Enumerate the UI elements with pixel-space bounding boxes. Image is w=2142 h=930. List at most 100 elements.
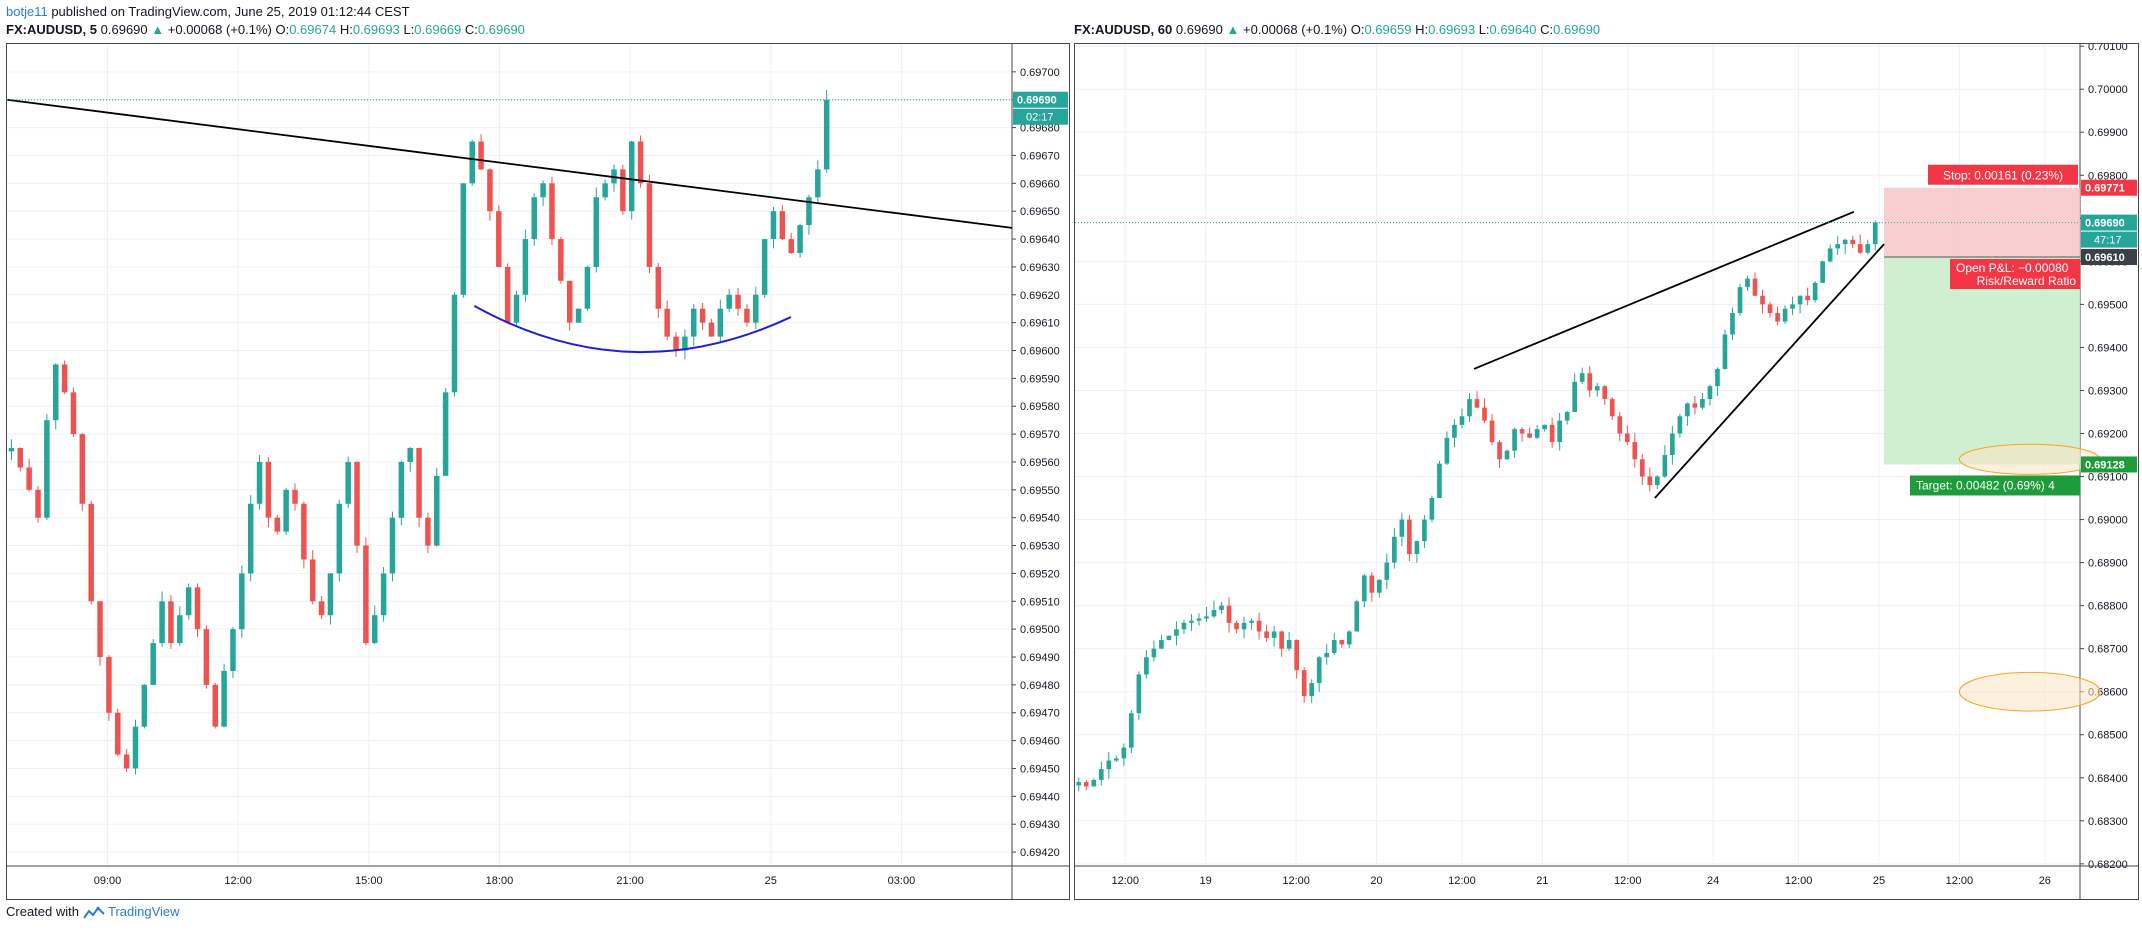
candle-body — [1151, 648, 1157, 658]
candle-body — [1790, 304, 1795, 309]
candle-body — [1602, 386, 1608, 400]
publish-text: published on TradingView.com, June 25, 2… — [51, 4, 410, 19]
y-tick-label: 0.69000 — [2088, 515, 2128, 527]
candle-body — [1609, 399, 1615, 417]
tradingview-logo-icon[interactable] — [82, 906, 105, 920]
close-label: C: — [464, 22, 478, 37]
candle-body — [1136, 674, 1142, 714]
candle-body — [664, 308, 670, 337]
target-price-label: 0.69128 — [2085, 459, 2125, 471]
candle-body — [1730, 312, 1735, 335]
risk-reward-text: Risk/Reward Ratio — [1977, 274, 2077, 288]
y-tick-label: 0.69100 — [2088, 472, 2128, 484]
candle-body — [230, 629, 236, 671]
candle-body — [1850, 239, 1856, 245]
candle-body — [1542, 424, 1547, 430]
y-tick-label: 0.69590 — [1020, 373, 1060, 385]
candle-body — [1429, 498, 1435, 520]
candle-body — [770, 211, 777, 240]
candle-body — [1685, 403, 1690, 417]
y-tick-label: 0.69620 — [1020, 290, 1060, 302]
candle-body — [265, 461, 272, 518]
candle-body — [1339, 640, 1345, 645]
candle-body — [247, 503, 254, 574]
candle-body — [1189, 620, 1194, 623]
candle-body — [1324, 652, 1330, 658]
y-tick-label: 0.68200 — [2088, 859, 2128, 871]
candle-body — [708, 322, 715, 337]
candle-body — [531, 197, 537, 240]
candle-body — [549, 183, 555, 240]
x-tick-label: 21 — [1536, 875, 1548, 887]
y-tick-label: 0.69650 — [1020, 206, 1060, 218]
candle-body — [744, 308, 750, 323]
y-tick-label: 0.69600 — [1020, 346, 1060, 358]
chart-panel-60min[interactable]: 0.701000.700000.699000.698000.697000.696… — [1074, 43, 2139, 900]
candle-body — [646, 183, 653, 267]
candle-body — [318, 601, 325, 616]
candle-body — [442, 392, 449, 476]
candle-body — [327, 573, 334, 616]
candle-body — [1113, 758, 1119, 761]
change-value: +0.00068 (+0.1%) — [167, 22, 272, 37]
chart-panel-5min[interactable]: 0.69700 0.69690 0.69680 0.69670 0.69660 0.696… — [6, 43, 1070, 900]
last-price-label-bg — [2081, 214, 2137, 231]
candle-body — [239, 573, 245, 630]
stop-price-label-bg — [2081, 179, 2137, 196]
candle-body — [212, 684, 218, 727]
candle-body — [1579, 373, 1585, 382]
candle-body — [194, 587, 201, 630]
candle-body — [1316, 657, 1322, 684]
tradingview-brand-link[interactable]: TradingView — [108, 904, 180, 919]
candle-body — [1572, 381, 1578, 412]
candle-body — [159, 601, 165, 644]
candle-body — [301, 503, 307, 560]
candle-body — [673, 336, 679, 351]
candle-body — [1279, 631, 1284, 649]
close-value: 0.69690 — [1553, 22, 1601, 37]
candle-body — [106, 657, 112, 713]
candle-body — [1482, 407, 1487, 421]
candle-body — [1144, 657, 1149, 675]
candle-body — [1444, 437, 1450, 464]
y-tick-label: 0.69490 — [1020, 652, 1060, 664]
candle-body — [52, 364, 59, 421]
candle-body — [1106, 760, 1112, 770]
y-tick-label: 0.69640 — [1020, 234, 1060, 246]
candle-body — [1805, 295, 1810, 301]
candle-body — [1489, 420, 1495, 443]
stop-text: Stop: 0.00161 (0.23%) — [1943, 169, 2063, 183]
candle-body — [1670, 433, 1675, 455]
x-tick-label: 18:00 — [486, 875, 514, 887]
candlestick-chart-60min[interactable]: 0.701000.700000.699000.698000.697000.696… — [1075, 44, 2138, 899]
y-tick-label: 0.69670 — [1020, 150, 1060, 162]
high-label: H: — [339, 22, 353, 37]
candle-body — [628, 141, 635, 212]
candle-body — [309, 559, 316, 602]
created-with-text: Created with — [6, 904, 79, 919]
high-value: 0.69693 — [352, 22, 400, 37]
candle-body — [1857, 244, 1863, 253]
candle-body — [1647, 476, 1653, 486]
candle-body — [815, 169, 821, 198]
y-tick-label: 0.68700 — [2088, 644, 2128, 656]
target-text: Target: 0.00482 (0.69%) 4 — [1916, 478, 2055, 492]
symbol-name[interactable]: FX:AUDUSD, 5 — [6, 22, 98, 37]
candlestick-chart-5min[interactable]: 0.69700 0.69690 0.69680 0.69670 0.69660 0.696… — [7, 44, 1069, 899]
chart-body: 0.69700 0.69690 0.69680 0.69670 0.69660 0.696… — [7, 44, 1069, 899]
last-price: 0.69690 — [100, 22, 148, 37]
candle-body — [575, 308, 582, 323]
candle-body — [1782, 308, 1788, 322]
candle-body — [1294, 640, 1299, 671]
candle-body — [655, 266, 662, 309]
candle-body — [1655, 476, 1660, 486]
open-label: O: — [1350, 22, 1365, 37]
x-tick-label: 12:00 — [224, 875, 252, 887]
candle-body — [398, 461, 405, 518]
y-tick-label: 0.69660 — [1020, 178, 1060, 190]
author-link[interactable]: botje11 — [6, 4, 48, 19]
candle-body — [70, 392, 77, 435]
symbol-name[interactable]: FX:AUDUSD, 60 — [1074, 22, 1173, 37]
low-value: 0.69640 — [1489, 22, 1537, 37]
candle-body — [389, 517, 396, 574]
